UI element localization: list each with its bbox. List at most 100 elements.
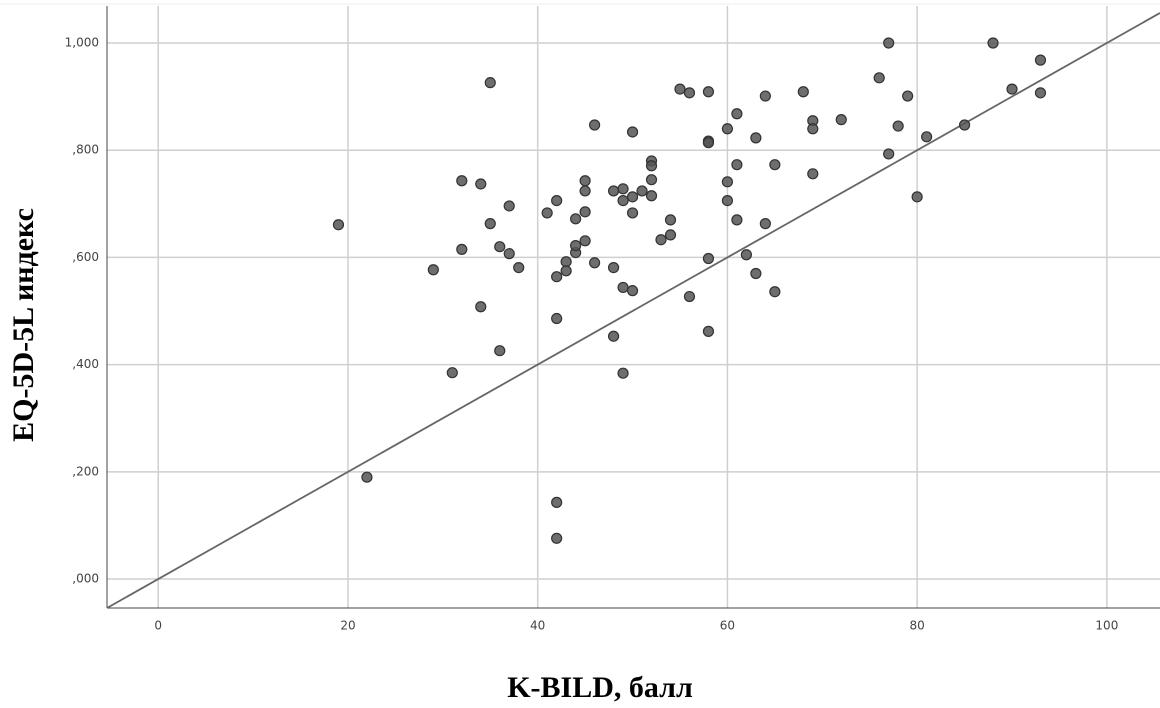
point (626, 126, 639, 138)
y-axis-title: EQ-5D-5L индекс (7, 208, 40, 442)
point (731, 159, 743, 171)
x-tick-label: 40 (530, 619, 545, 633)
point (456, 243, 468, 255)
point (1006, 83, 1018, 95)
point (1034, 87, 1047, 99)
point (427, 264, 439, 276)
reference-line (106, 12, 1160, 609)
point (1034, 54, 1047, 66)
point (664, 229, 677, 241)
point (579, 175, 591, 187)
point (513, 261, 525, 274)
point (702, 252, 715, 265)
y-tick-label: ,400 (72, 357, 99, 371)
point (702, 86, 715, 98)
point (702, 137, 715, 149)
point (750, 132, 762, 144)
point (873, 72, 885, 84)
point (759, 218, 771, 230)
point (589, 119, 601, 131)
point (551, 312, 563, 325)
point (636, 185, 648, 197)
point (731, 214, 743, 226)
point (541, 207, 553, 219)
point (702, 325, 715, 337)
x-axis-title: K-BILD, балл (507, 671, 693, 704)
point (475, 178, 487, 190)
point (807, 123, 819, 135)
point (626, 285, 639, 297)
point (721, 176, 734, 188)
point (503, 200, 515, 212)
point (475, 301, 487, 313)
point (607, 330, 620, 342)
point (560, 256, 572, 268)
y-tick-label: ,800 (72, 143, 99, 157)
x-tick-label: 100 (1095, 619, 1118, 633)
point (721, 194, 734, 207)
point (769, 286, 781, 298)
point (570, 240, 582, 252)
point (664, 214, 677, 226)
point (645, 190, 658, 202)
point (750, 267, 762, 280)
point (617, 183, 629, 195)
point (769, 159, 781, 171)
point (645, 174, 658, 186)
point (721, 123, 734, 135)
x-tick-label: 80 (910, 619, 925, 633)
point (570, 213, 582, 225)
point (883, 37, 895, 49)
point (883, 148, 895, 160)
point (361, 471, 373, 483)
point (579, 235, 591, 247)
point (494, 241, 506, 253)
point (902, 90, 914, 102)
point (835, 114, 847, 126)
point (484, 218, 496, 230)
point (987, 37, 999, 49)
point (579, 185, 591, 197)
point (607, 261, 620, 274)
x-tick-label: 0 (154, 619, 162, 633)
point (683, 290, 696, 303)
point (560, 265, 572, 277)
point (645, 160, 658, 172)
point (607, 185, 620, 197)
point (503, 248, 515, 260)
point (484, 77, 496, 89)
y-tick-label: ,000 (72, 572, 99, 586)
point (740, 249, 752, 261)
point (683, 87, 696, 99)
point (332, 219, 345, 231)
point (617, 194, 629, 207)
x-tick-label: 60 (720, 619, 735, 633)
point (731, 108, 743, 120)
x-tick-label: 20 (340, 619, 355, 633)
point (626, 191, 639, 203)
point (655, 234, 667, 246)
point (807, 168, 819, 180)
point (551, 532, 563, 544)
point (921, 131, 933, 143)
point (579, 206, 591, 218)
y-tick-label: 1,000 (65, 35, 99, 49)
point (551, 496, 563, 508)
point (551, 271, 563, 283)
point (456, 175, 468, 187)
point (958, 119, 971, 131)
point (617, 281, 629, 294)
point (892, 120, 904, 132)
point (589, 257, 601, 269)
point (759, 90, 771, 102)
point (911, 191, 923, 203)
point (626, 207, 639, 219)
point (494, 345, 506, 357)
point (446, 367, 458, 379)
point (674, 83, 686, 95)
y-tick-label: ,200 (72, 464, 99, 478)
y-tick-label: ,600 (72, 250, 99, 264)
point (617, 367, 629, 379)
